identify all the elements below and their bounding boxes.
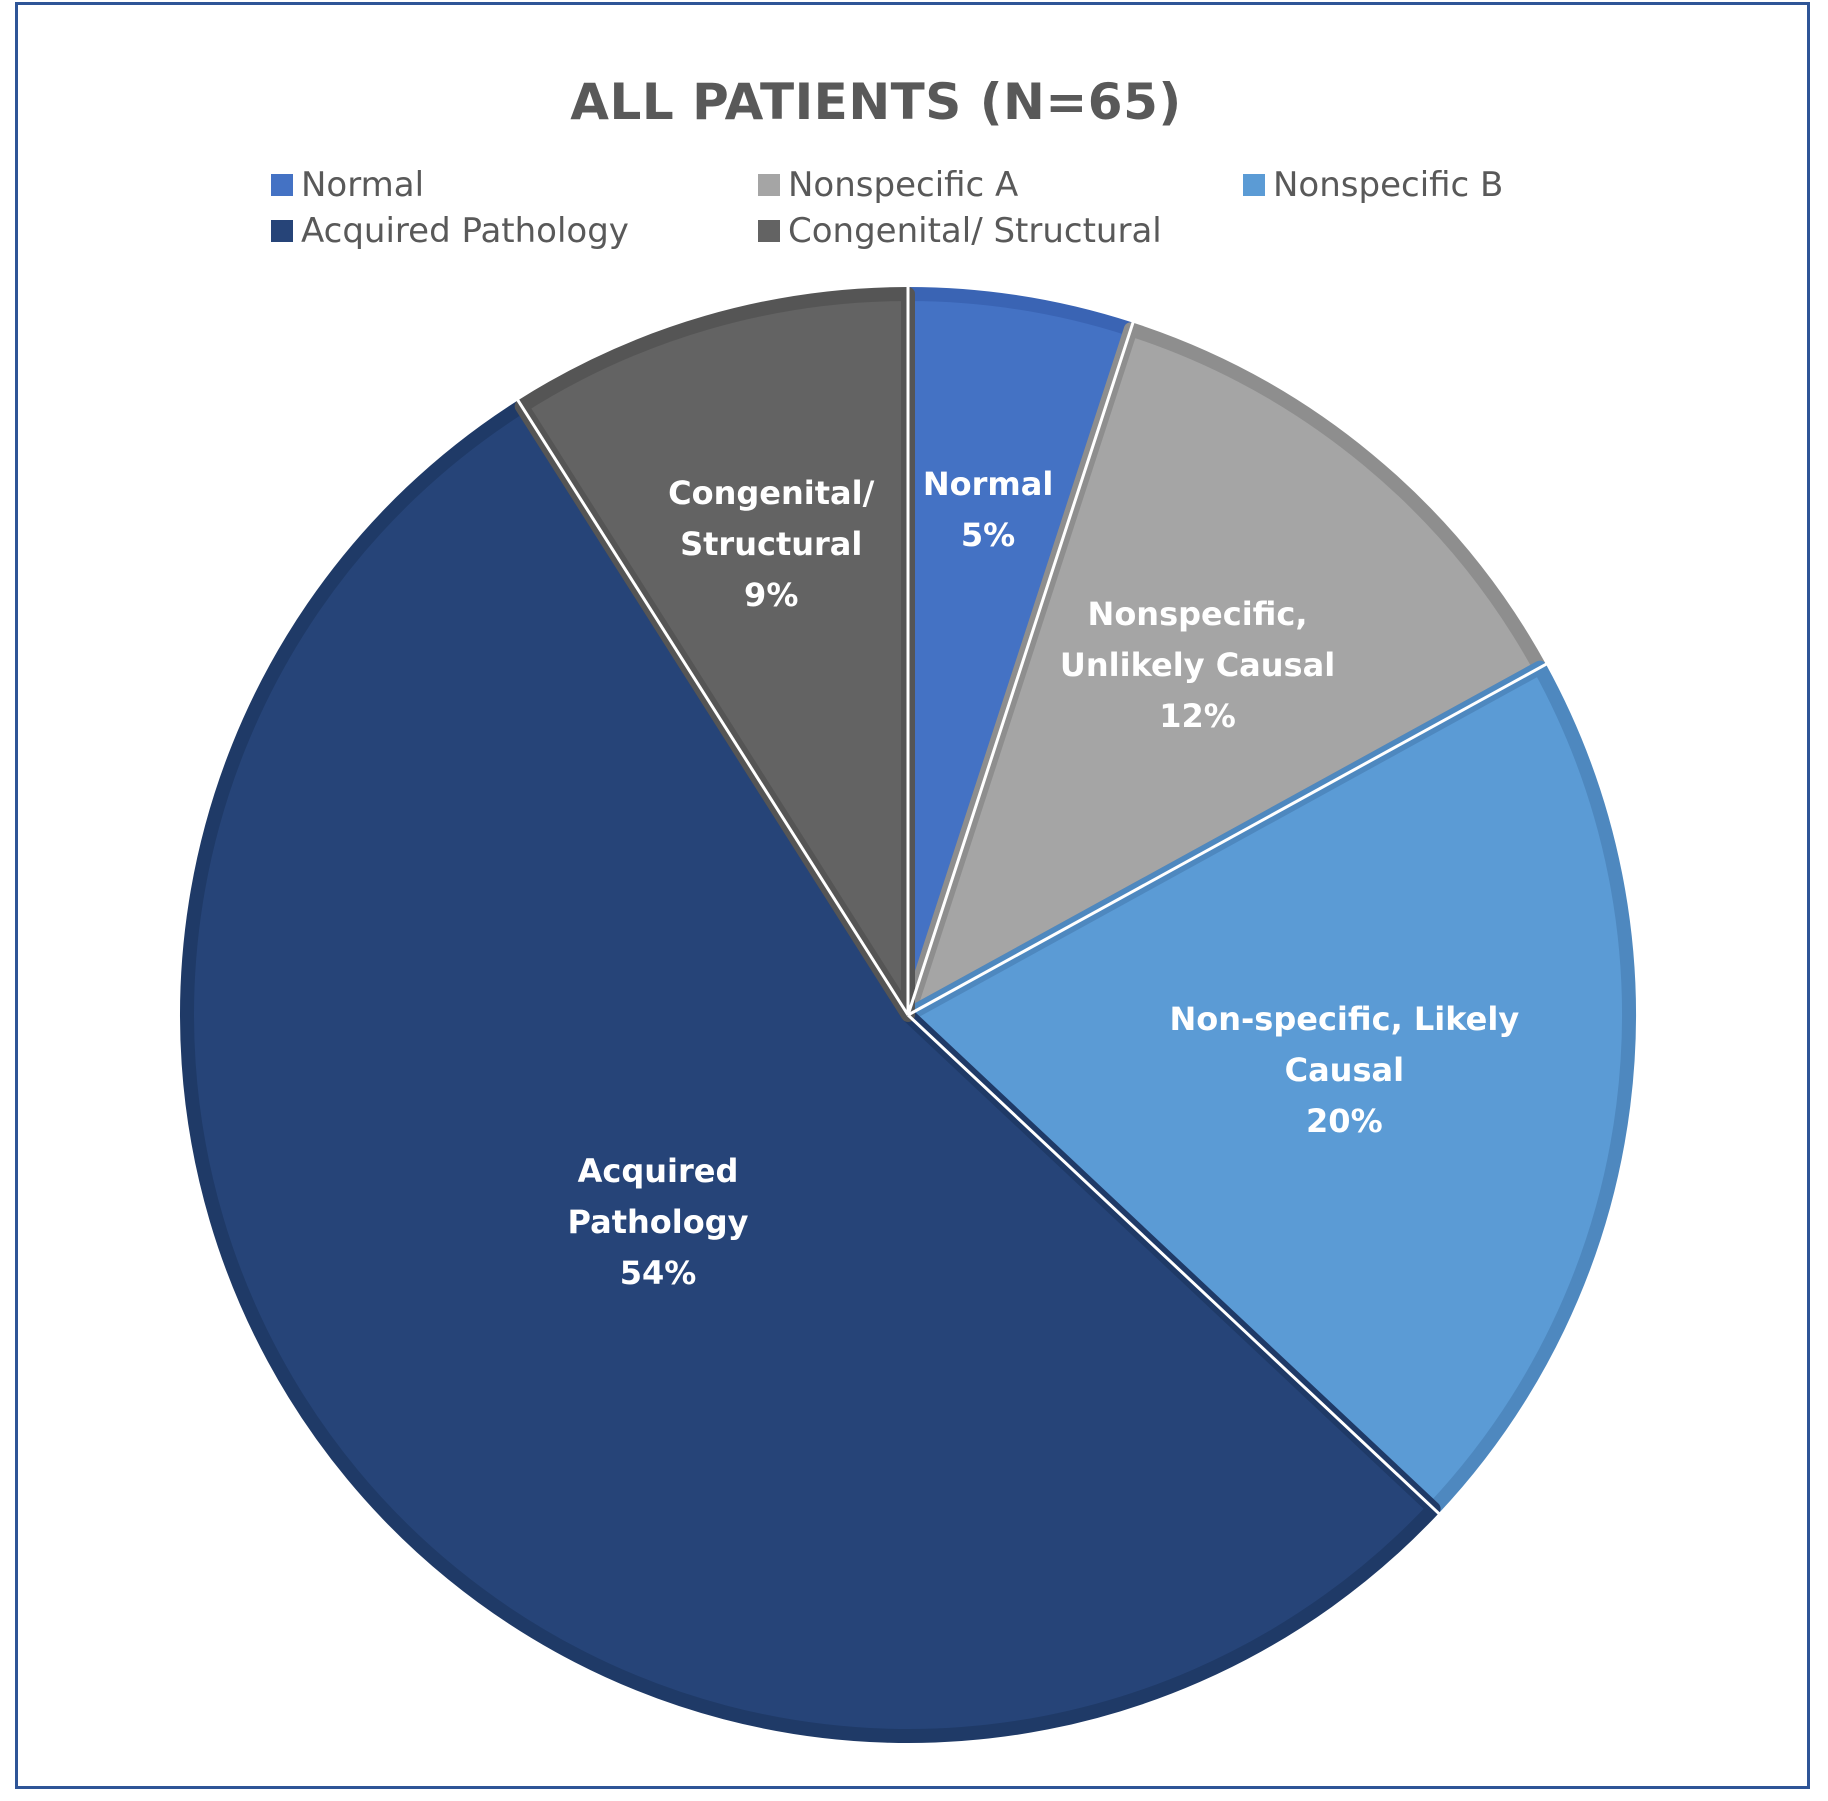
- slice-separator: [906, 1013, 1441, 1516]
- data-label-nonspecific-b: Non-specific, Likely Causal 20%: [1169, 1000, 1519, 1140]
- legend-swatch-nonspecific-b: [1243, 174, 1265, 196]
- pie-slice-nonspecific-b: [901, 660, 1636, 1516]
- data-label-congenital-structural: Congenital/Structural 9%: [668, 474, 874, 614]
- pie-slice-congenital-structural: [514, 287, 915, 1022]
- chart-title: ALL PATIENTS (N=65): [570, 73, 1182, 131]
- legend-item-normal: Normal: [271, 165, 424, 205]
- legend-label-acquired-pathology: Acquired Pathology: [301, 211, 629, 251]
- data-label-acquired-pathology: Acquired Pathology 54%: [568, 1152, 749, 1292]
- data-label-line: Nonspecific,: [1088, 595, 1308, 633]
- chart-frame: ALL PATIENTS (N=65) Normal Nonspecific A…: [15, 2, 1810, 1789]
- legend-label-normal: Normal: [301, 165, 425, 205]
- legend-item-acquired-pathology: Acquired Pathology: [271, 211, 629, 251]
- legend-item-nonspecific-a: Nonspecific A: [758, 165, 1018, 205]
- slice-separator: [516, 398, 910, 1016]
- pie-slice-nonspecific-a: [901, 322, 1547, 1022]
- data-label-line: Congenital/: [668, 474, 874, 512]
- data-label-line: Normal: [923, 465, 1053, 503]
- legend-swatch-acquired-pathology: [271, 220, 293, 242]
- data-label-line: Non-specific, Likely: [1169, 1000, 1519, 1038]
- legend-label-congenital-structural: Congenital/ Structural: [788, 211, 1162, 251]
- slice-separator: [906, 321, 1135, 1016]
- data-label-line: 5%: [961, 516, 1015, 554]
- data-label-line: Pathology: [568, 1203, 749, 1241]
- legend-item-nonspecific-b: Nonspecific B: [1243, 165, 1503, 205]
- data-label-line: Structural: [680, 525, 862, 563]
- data-label-line: 20%: [1306, 1102, 1383, 1140]
- data-label-line: Unlikely Causal: [1060, 646, 1335, 684]
- slice-separator: [907, 662, 1548, 1017]
- legend-label-nonspecific-a: Nonspecific A: [788, 165, 1019, 205]
- data-label-nonspecific-a: Nonspecific, Unlikely Causal 12%: [1060, 595, 1335, 735]
- legend-swatch-normal: [271, 174, 293, 196]
- pie-slice-acquired-pathology: [180, 399, 1441, 1743]
- legend-item-congenital-structural: Congenital/ Structural: [758, 211, 1162, 251]
- legend-swatch-nonspecific-a: [758, 174, 780, 196]
- data-label-normal: Normal 5%: [923, 465, 1053, 554]
- data-label-line: Acquired: [578, 1152, 739, 1190]
- data-label-line: Causal: [1285, 1051, 1404, 1089]
- data-label-line: 12%: [1159, 697, 1236, 735]
- data-label-line: 9%: [744, 576, 798, 614]
- pie-chart: Normal 5%Nonspecific, Unlikely Causal 12%No…: [180, 286, 1636, 1743]
- legend-swatch-congenital-structural: [758, 220, 780, 242]
- data-label-line: 54%: [620, 1254, 697, 1292]
- legend-label-nonspecific-b: Nonspecific B: [1273, 165, 1504, 205]
